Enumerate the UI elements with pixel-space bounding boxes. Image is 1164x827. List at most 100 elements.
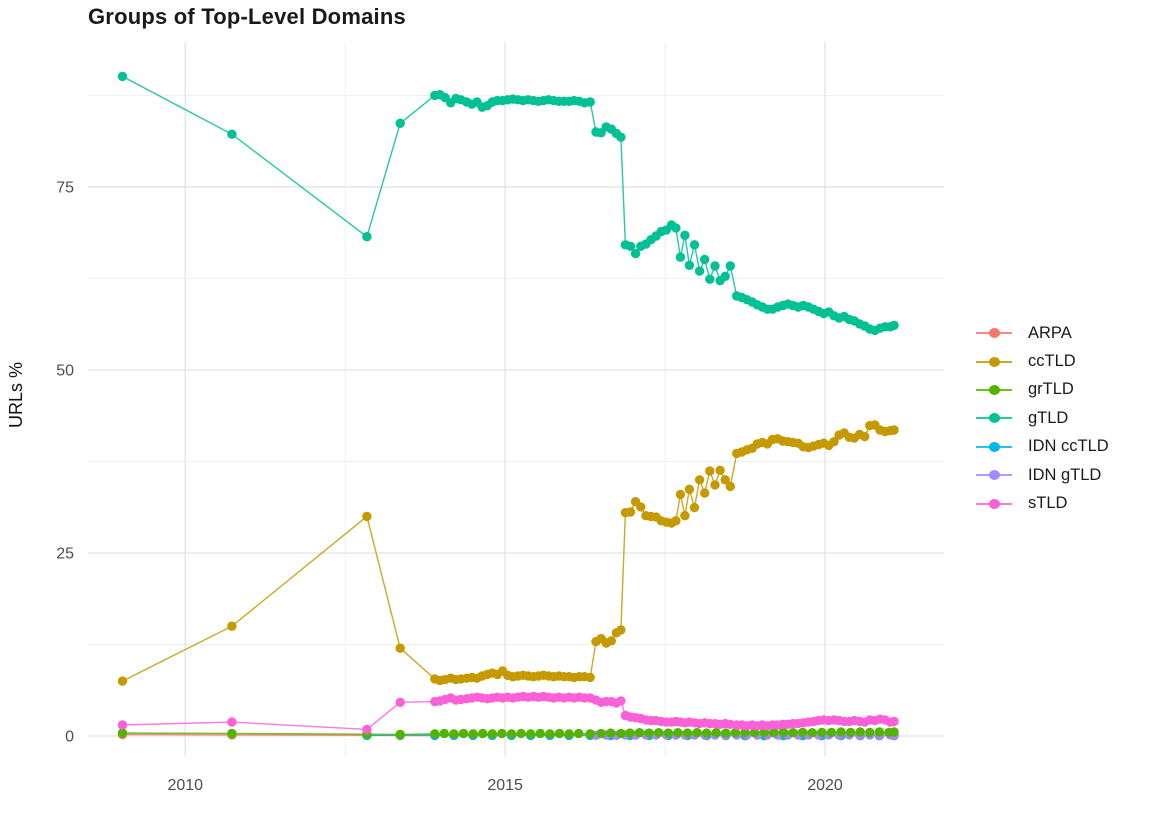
data-point — [817, 727, 827, 738]
data-point — [362, 232, 372, 242]
data-point — [865, 727, 875, 738]
legend-label: grTLD — [1028, 380, 1074, 399]
data-point — [663, 728, 673, 738]
data-point — [227, 129, 237, 139]
legend-label: IDN gTLD — [1028, 465, 1102, 484]
data-point — [845, 727, 856, 738]
data-point — [439, 728, 449, 739]
data-point — [710, 480, 720, 490]
series-stld — [117, 691, 899, 735]
legend-key-icon — [976, 356, 1012, 368]
data-point — [468, 729, 478, 739]
data-point — [634, 728, 645, 738]
legend-key-icon — [976, 441, 1012, 453]
data-point — [684, 484, 695, 494]
data-point — [644, 728, 654, 738]
data-point — [725, 261, 735, 271]
data-point — [449, 729, 459, 739]
data-point — [117, 720, 128, 730]
data-point — [630, 248, 641, 259]
data-point — [227, 728, 237, 739]
data-point — [769, 728, 779, 738]
x-tick-label: 2020 — [807, 777, 843, 794]
data-point — [694, 266, 705, 276]
data-point — [671, 516, 681, 526]
legend: ARPA ccTLD grTLD gTLD IDN ccTLD IDN gTLD sTLD — [976, 319, 1109, 518]
legend-key-icon — [976, 498, 1012, 510]
legend-label: ARPA — [1028, 323, 1072, 342]
legend-item-gtld: gTLD — [976, 404, 1109, 432]
data-point — [689, 502, 700, 513]
y-tick-label: 50 — [56, 362, 74, 379]
data-point — [585, 97, 595, 107]
data-point — [535, 728, 545, 739]
data-point — [889, 425, 899, 435]
legend-key-icon — [976, 412, 1012, 424]
data-point — [778, 727, 789, 738]
legend-item-arpa: ARPA — [976, 319, 1109, 347]
legend-item-stld: sTLD — [976, 489, 1109, 517]
data-point — [730, 728, 741, 738]
data-point — [855, 727, 865, 737]
data-point — [715, 465, 725, 475]
data-point — [797, 727, 808, 738]
data-point — [458, 728, 469, 739]
data-point — [836, 727, 846, 737]
data-point — [478, 728, 488, 739]
data-point — [574, 728, 584, 739]
data-point — [829, 437, 839, 447]
data-point — [826, 727, 837, 738]
legend-item-idn-cctld: IDN ccTLD — [976, 433, 1109, 461]
data-point — [675, 489, 686, 500]
data-point — [117, 71, 128, 82]
data-point — [889, 727, 899, 737]
data-point — [606, 636, 616, 646]
data-point — [860, 431, 870, 442]
data-point — [616, 728, 626, 739]
data-point — [807, 728, 817, 738]
data-point — [625, 241, 636, 251]
legend-item-grtld: grTLD — [976, 376, 1109, 404]
legend-key-icon — [976, 384, 1012, 396]
data-point — [889, 320, 899, 330]
data-point — [711, 728, 721, 738]
data-point — [710, 261, 720, 271]
data-point — [616, 625, 626, 635]
data-point — [705, 274, 715, 284]
data-point — [117, 728, 128, 738]
data-point — [516, 728, 526, 739]
data-point — [395, 697, 405, 707]
data-point — [487, 729, 497, 739]
data-point — [395, 729, 405, 740]
data-point — [654, 728, 664, 738]
legend-label: IDN ccTLD — [1028, 437, 1109, 456]
legend-label: sTLD — [1028, 494, 1068, 513]
chart-title: Groups of Top-Level Domains — [88, 4, 406, 29]
data-point — [671, 223, 681, 233]
data-point — [673, 728, 683, 738]
data-point — [636, 502, 646, 512]
data-point — [526, 729, 536, 739]
data-point — [585, 672, 595, 683]
data-point — [689, 240, 700, 250]
legend-item-idn-gtld: IDN gTLD — [976, 461, 1109, 489]
data-point — [227, 717, 237, 727]
y-tick-label: 25 — [56, 545, 74, 562]
data-point — [700, 488, 710, 498]
y-axis-title: URLs % — [6, 362, 26, 429]
data-point — [362, 511, 372, 522]
data-point — [684, 260, 695, 270]
data-point — [596, 728, 606, 739]
data-point — [545, 729, 555, 739]
data-point — [675, 252, 686, 262]
legend-key-icon — [976, 327, 1012, 339]
data-point — [497, 728, 507, 739]
data-point — [227, 621, 237, 631]
data-point — [585, 729, 595, 739]
data-point — [117, 676, 128, 686]
data-point — [721, 728, 731, 738]
data-point — [700, 254, 710, 265]
series-line — [122, 75, 895, 332]
data-point — [692, 728, 702, 738]
